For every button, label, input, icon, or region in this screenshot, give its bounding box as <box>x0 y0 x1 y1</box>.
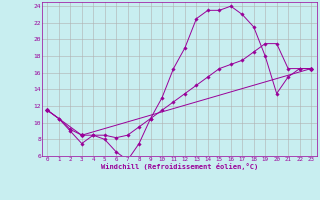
X-axis label: Windchill (Refroidissement éolien,°C): Windchill (Refroidissement éolien,°C) <box>100 163 258 170</box>
